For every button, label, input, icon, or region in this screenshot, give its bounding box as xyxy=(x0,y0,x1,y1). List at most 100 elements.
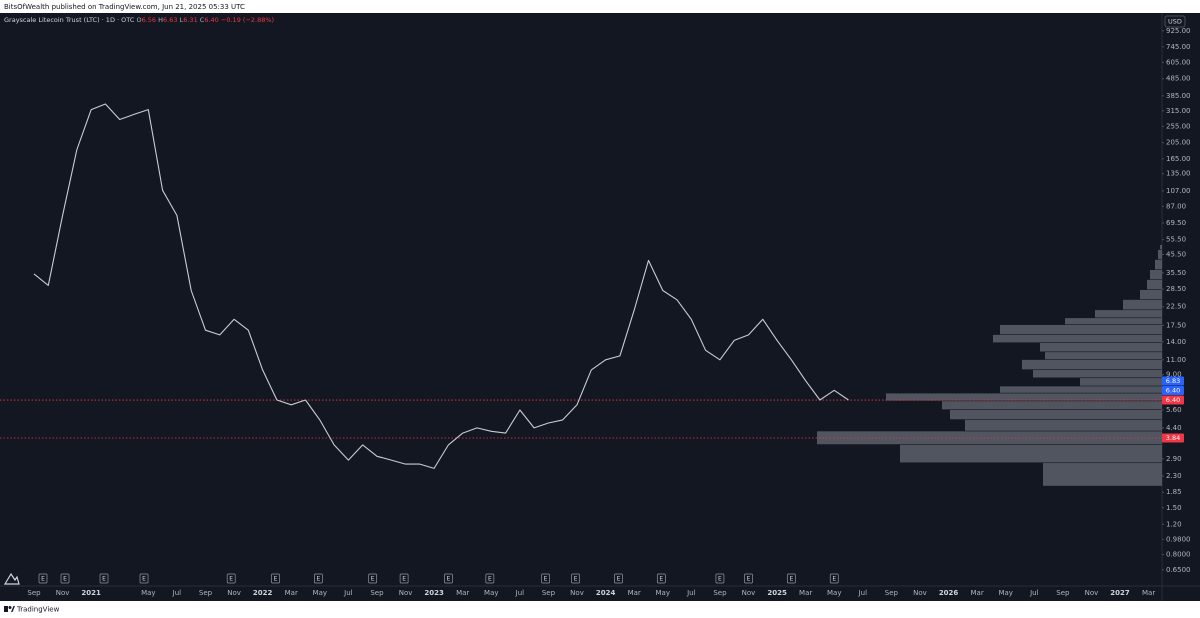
volume-profile-bar xyxy=(1080,378,1162,386)
earnings-marker xyxy=(744,573,753,584)
earnings-label: E xyxy=(63,575,67,582)
y-tick-label: 5.60 xyxy=(1166,406,1182,414)
x-tick-label: Mar xyxy=(456,589,469,597)
earnings-label: E xyxy=(718,575,722,582)
earnings-label: E xyxy=(402,575,406,582)
header-text: BitsOfWealth published on TradingView.co… xyxy=(4,3,245,11)
y-tick-label: 22.50 xyxy=(1166,303,1186,311)
chart-background xyxy=(0,13,1200,601)
x-tick-label: May xyxy=(827,589,841,597)
symbol-title: Grayscale Litecoin Trust (LTC) · 1D · OT… xyxy=(4,16,135,24)
currency: USD xyxy=(1168,18,1182,26)
volume-profile-bar xyxy=(1155,259,1162,270)
y-tick-label: 55.50 xyxy=(1166,236,1186,244)
x-tick-label: 2024 xyxy=(596,589,616,597)
x-tick-label: Jul xyxy=(172,589,182,597)
y-tick-label: 69.50 xyxy=(1166,219,1186,227)
price-label: 3.84 xyxy=(1166,434,1180,442)
x-tick-label: 2023 xyxy=(424,589,444,597)
earnings-marker xyxy=(614,573,623,584)
x-tick-label: Nov xyxy=(56,589,70,597)
x-tick-label: Nov xyxy=(399,589,413,597)
y-tick-label: 485.00 xyxy=(1166,75,1191,83)
x-tick-label: 2025 xyxy=(767,589,787,597)
ohlc-key: L xyxy=(180,16,184,24)
volume-profile-bar xyxy=(1123,299,1162,310)
y-tick-label: 17.50 xyxy=(1166,321,1186,329)
volume-profile-bar xyxy=(942,401,1162,410)
earnings-marker xyxy=(656,573,666,584)
y-tick-label: 28.50 xyxy=(1166,285,1186,293)
earnings-marker xyxy=(314,573,323,584)
earnings-label: E xyxy=(488,575,492,582)
y-tick-label: 205.00 xyxy=(1166,139,1191,147)
earnings-label: E xyxy=(102,575,106,582)
y-tick-label: 45.50 xyxy=(1166,250,1186,258)
ohlc-value: 6.40 xyxy=(204,16,218,24)
volume-profile-bar xyxy=(886,393,1162,401)
ohlc-key: C xyxy=(200,16,205,24)
y-tick-label: 315.00 xyxy=(1166,107,1191,115)
volume-profile-bar xyxy=(1150,269,1162,280)
earnings-marker xyxy=(226,573,236,584)
earnings-label: E xyxy=(659,575,663,582)
x-tick-label: Sep xyxy=(713,589,727,597)
earnings-label: E xyxy=(617,575,621,582)
x-tick-label: Mar xyxy=(1142,589,1155,597)
currency-box[interactable] xyxy=(1164,15,1186,28)
earnings-marker xyxy=(38,573,48,584)
price-label-box xyxy=(1162,433,1184,443)
volume-profile-bar xyxy=(1147,279,1162,290)
earnings-marker xyxy=(444,573,453,584)
y-tick-label: 9.00 xyxy=(1166,371,1182,379)
earnings-label: E xyxy=(41,575,45,582)
y-tick-label: 255.00 xyxy=(1166,122,1191,130)
ohlc-value: 6.56 xyxy=(142,16,156,24)
tv-logo-small xyxy=(3,572,20,585)
x-tick-label: Nov xyxy=(1085,589,1099,597)
x-tick-label: Nov xyxy=(913,589,927,597)
x-tick-label: Jul xyxy=(1029,589,1039,597)
volume-profile-bar xyxy=(1022,359,1162,370)
x-tick-label: 2026 xyxy=(939,589,959,597)
earnings-marker xyxy=(271,573,280,584)
ohlc-value: 6.63 xyxy=(163,16,177,24)
volume-profile-bar xyxy=(1000,386,1162,393)
earnings-marker xyxy=(541,573,550,584)
price-label: 6.40 xyxy=(1166,387,1180,395)
earnings-label: E xyxy=(447,575,451,582)
change-percent: (−2.88%) xyxy=(243,16,274,24)
y-tick-label: 1.20 xyxy=(1166,520,1182,528)
y-tick-label: 745.00 xyxy=(1166,43,1191,51)
y-tick-label: 385.00 xyxy=(1166,92,1191,100)
earnings-marker xyxy=(787,573,796,584)
earnings-marker xyxy=(829,573,839,584)
price-label: 6.83 xyxy=(1166,377,1180,385)
ohlc-key: O xyxy=(136,16,141,24)
earnings-marker xyxy=(99,573,109,584)
y-tick-label: 1.50 xyxy=(1166,504,1182,512)
change: −0.19 xyxy=(221,16,241,24)
y-tick-label: 925.00 xyxy=(1166,27,1191,35)
earnings-label: E xyxy=(371,575,375,582)
x-tick-label: May xyxy=(313,589,327,597)
x-tick-label: 2022 xyxy=(253,589,273,597)
x-tick-label: Jul xyxy=(515,589,525,597)
earnings-label: E xyxy=(789,575,793,582)
y-tick-label: 35.50 xyxy=(1166,269,1186,277)
x-tick-label: Sep xyxy=(1056,589,1070,597)
x-tick-label: Jul xyxy=(686,589,696,597)
y-tick-label: 1.85 xyxy=(1166,488,1182,496)
volume-profile-bar xyxy=(817,431,1162,445)
x-tick-label: Sep xyxy=(370,589,384,597)
x-tick-label: Sep xyxy=(885,589,899,597)
volume-profile-bar xyxy=(1095,310,1162,318)
volume-profile-bar xyxy=(1158,249,1162,260)
x-tick-label: 2027 xyxy=(1110,589,1130,597)
earnings-marker xyxy=(715,573,725,584)
volume-profile-bar xyxy=(993,334,1162,343)
price-line-series xyxy=(33,103,849,469)
earnings-label: E xyxy=(274,575,278,582)
x-tick-label: May xyxy=(141,589,155,597)
